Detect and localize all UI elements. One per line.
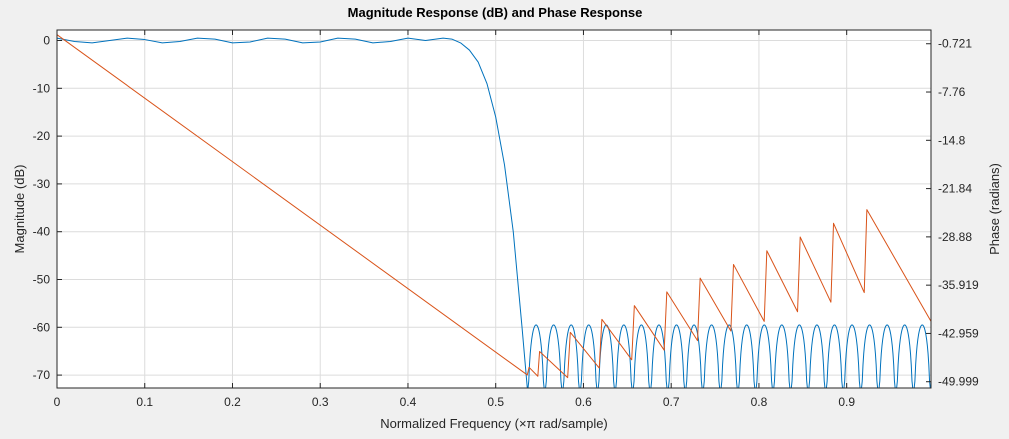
y-right-tick-label: -7.76 bbox=[938, 85, 966, 99]
left-axis-label: Magnitude (dB) bbox=[12, 165, 27, 254]
y-right-tick-label: -42.959 bbox=[938, 326, 979, 340]
right-axis-ticks: -0.721 -7.76 -14.8 -21.84 -28.88 -35.919 -42.9… bbox=[926, 37, 979, 389]
y-left-tick-label: -40 bbox=[33, 225, 51, 239]
x-tick-label: 0.7 bbox=[663, 395, 680, 409]
left-axis-ticks: 0 -10 -20 -30 -40 -50 -60 -70 bbox=[33, 34, 62, 382]
x-axis-ticks: 0 0.1 0.2 0.3 0.4 0.5 0.6 0.7 0.8 0.9 bbox=[54, 30, 855, 409]
x-tick-label: 0.9 bbox=[838, 395, 855, 409]
y-right-tick-label: -49.999 bbox=[938, 375, 979, 389]
phase-series bbox=[56, 34, 932, 379]
x-tick-label: 0.5 bbox=[487, 395, 504, 409]
x-tick-label: 0.8 bbox=[751, 395, 768, 409]
plot-frame bbox=[56, 29, 932, 389]
x-tick-label: 0.1 bbox=[136, 395, 153, 409]
x-tick-label: 0.6 bbox=[575, 395, 592, 409]
y-left-tick-label: -30 bbox=[33, 177, 51, 191]
y-right-tick-label: -14.8 bbox=[938, 133, 966, 147]
x-axis-label: Normalized Frequency (×π rad/sample) bbox=[380, 416, 608, 431]
magnitude-series bbox=[56, 37, 931, 389]
y-left-tick-label: -60 bbox=[33, 320, 51, 334]
y-left-tick-label: -10 bbox=[33, 81, 51, 95]
y-right-tick-label: -21.84 bbox=[938, 182, 972, 196]
plot-area bbox=[57, 30, 931, 388]
x-tick-label: 0.4 bbox=[400, 395, 417, 409]
grid-lines bbox=[57, 30, 931, 388]
y-left-tick-label: -50 bbox=[33, 273, 51, 287]
y-right-tick-label: -0.721 bbox=[938, 37, 972, 51]
y-right-tick-label: -35.919 bbox=[938, 278, 979, 292]
y-right-tick-label: -28.88 bbox=[938, 230, 972, 244]
magnitude-line bbox=[56, 37, 931, 389]
y-left-tick-label: -20 bbox=[33, 129, 51, 143]
right-axis-label: Phase (radians) bbox=[987, 163, 1002, 255]
phase-line bbox=[56, 34, 932, 379]
chart-title: Magnitude Response (dB) and Phase Respon… bbox=[348, 5, 643, 20]
x-tick-label: 0 bbox=[54, 395, 61, 409]
x-tick-label: 0.2 bbox=[224, 395, 241, 409]
y-left-tick-label: 0 bbox=[43, 34, 50, 48]
y-left-tick-label: -70 bbox=[33, 368, 51, 382]
x-tick-label: 0.3 bbox=[312, 395, 329, 409]
